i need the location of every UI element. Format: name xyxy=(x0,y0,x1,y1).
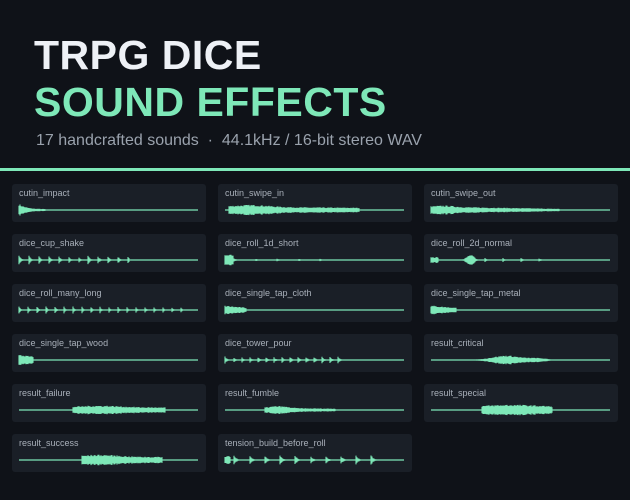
sound-card: tension_build_before_roll xyxy=(218,434,412,472)
card-background xyxy=(218,334,412,372)
sound-name: dice_single_tap_cloth xyxy=(225,288,312,298)
sound-card: result_success xyxy=(12,434,206,472)
waveform xyxy=(224,356,342,364)
waveform xyxy=(430,255,543,265)
sound-card: dice_roll_many_long xyxy=(12,284,206,322)
card-background xyxy=(424,334,618,372)
sound-card: dice_tower_pour xyxy=(218,334,412,372)
sound-card: cutin_swipe_out xyxy=(424,184,618,222)
card-background xyxy=(12,234,206,272)
waveform xyxy=(224,305,247,315)
sound-card: dice_single_tap_cloth xyxy=(218,284,412,322)
sound-card: result_fumble xyxy=(218,384,412,422)
sound-name: tension_build_before_roll xyxy=(225,438,326,448)
sound-name: dice_roll_1d_short xyxy=(225,238,299,248)
sound-name: result_success xyxy=(19,438,79,448)
sound-name: cutin_swipe_out xyxy=(431,188,496,198)
waveform xyxy=(475,355,553,365)
sound-card: dice_roll_2d_normal xyxy=(424,234,618,272)
waveform xyxy=(430,305,457,315)
waveform xyxy=(481,404,553,416)
card-background xyxy=(218,284,412,322)
waveform xyxy=(18,204,46,216)
card-background xyxy=(12,184,206,222)
sound-name: result_fumble xyxy=(225,388,279,398)
waveform xyxy=(18,355,34,365)
waveform xyxy=(18,255,130,265)
sound-name: cutin_impact xyxy=(19,188,70,198)
divider xyxy=(0,168,630,171)
card-background xyxy=(12,284,206,322)
sound-card: cutin_swipe_in xyxy=(218,184,412,222)
waveform xyxy=(228,204,360,216)
card-background xyxy=(12,384,206,422)
card-background xyxy=(424,384,618,422)
sound-card: result_failure xyxy=(12,384,206,422)
sound-card: dice_single_tap_metal xyxy=(424,284,618,322)
subtitle: 17 handcrafted sounds · 44.1kHz / 16-bit… xyxy=(36,132,422,149)
sound-name: result_special xyxy=(431,388,486,398)
sound-card: dice_cup_shake xyxy=(12,234,206,272)
waveform xyxy=(18,306,184,314)
sound-name: dice_cup_shake xyxy=(19,238,84,248)
waveform xyxy=(430,205,560,215)
waveform xyxy=(224,455,378,465)
sound-name: dice_tower_pour xyxy=(225,338,292,348)
waveform xyxy=(264,406,336,414)
sound-card: result_critical xyxy=(424,334,618,372)
waveform xyxy=(72,405,166,415)
sound-name: dice_single_tap_wood xyxy=(19,338,108,348)
sound-card: result_special xyxy=(424,384,618,422)
waveform xyxy=(224,254,323,266)
sound-name: result_critical xyxy=(431,338,484,348)
sound-card: cutin_impact xyxy=(12,184,206,222)
sound-name: dice_single_tap_metal xyxy=(431,288,521,298)
sound-name: dice_roll_2d_normal xyxy=(431,238,512,248)
sound-name: result_failure xyxy=(19,388,71,398)
card-background xyxy=(12,334,206,372)
title-line-2: SOUND EFFECTS xyxy=(34,79,387,125)
sound-name: dice_roll_many_long xyxy=(19,288,102,298)
sound-name: cutin_swipe_in xyxy=(225,188,284,198)
sound-card: dice_single_tap_wood xyxy=(12,334,206,372)
waveform xyxy=(81,454,163,466)
card-background xyxy=(218,234,412,272)
card-background xyxy=(424,284,618,322)
title-line-1: TRPG DICE xyxy=(34,32,262,78)
sound-card: dice_roll_1d_short xyxy=(218,234,412,272)
